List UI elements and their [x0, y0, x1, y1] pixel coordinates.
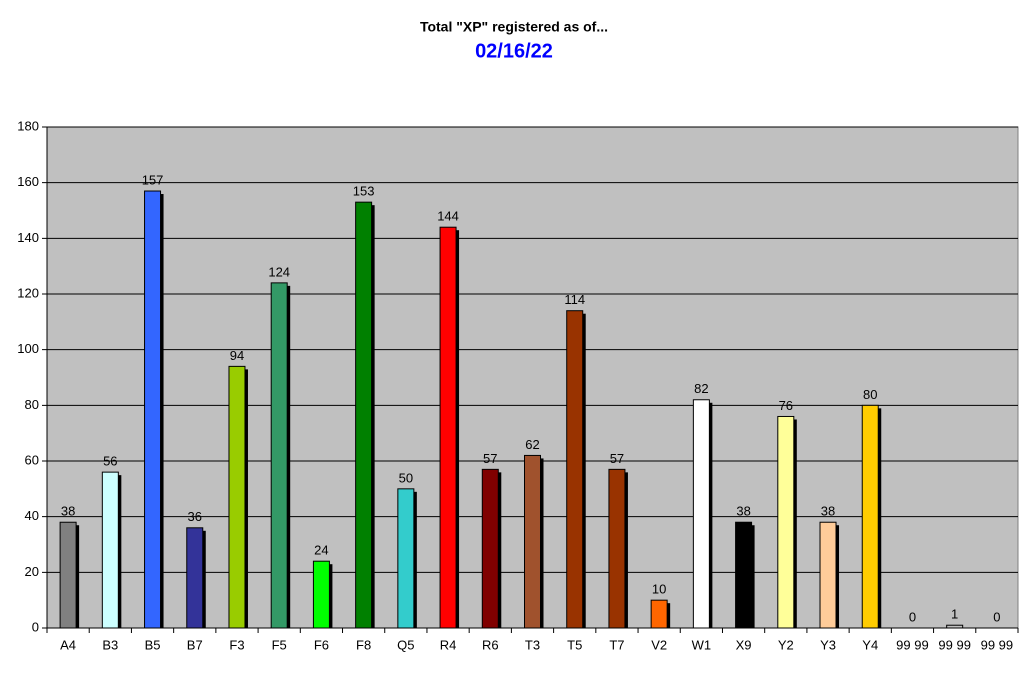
x-tick-label: F6	[314, 637, 329, 652]
value-label: 0	[993, 609, 1000, 624]
bar	[186, 527, 204, 629]
y-tick-label: 160	[17, 174, 39, 189]
y-tick-label: 100	[17, 341, 39, 356]
bar	[101, 471, 119, 629]
bar	[735, 521, 753, 629]
x-tick-label: 99 99	[896, 637, 929, 652]
x-tick-label: A4	[60, 637, 76, 652]
chart-subtitle: 02/16/22	[475, 40, 553, 62]
bar	[481, 468, 499, 629]
value-label: 0	[909, 609, 916, 624]
value-label: 24	[314, 543, 328, 558]
x-tick-label: B7	[187, 637, 203, 652]
x-tick-label: W1	[692, 637, 712, 652]
bar	[777, 415, 795, 629]
x-tick-label: Y4	[862, 637, 878, 652]
bar	[397, 488, 415, 629]
bar	[692, 399, 710, 629]
bar	[819, 521, 837, 629]
bar	[312, 560, 330, 629]
x-tick-label: T5	[567, 637, 582, 652]
x-tick-label: 99 99	[938, 637, 971, 652]
x-tick-label: B3	[102, 637, 118, 652]
bar	[228, 365, 246, 629]
value-label: 36	[188, 509, 202, 524]
bar	[524, 454, 541, 629]
x-tick-label: R4	[440, 637, 457, 652]
y-tick-label: 80	[25, 397, 39, 412]
value-label: 114	[564, 292, 585, 307]
x-tick-label: T7	[609, 637, 624, 652]
value-label: 144	[437, 209, 459, 224]
value-label: 82	[694, 381, 708, 396]
x-tick-label: F8	[356, 637, 371, 652]
x-tick-label: V2	[651, 637, 667, 652]
x-tick-label: X9	[736, 637, 752, 652]
bar	[270, 282, 288, 629]
bar	[566, 310, 584, 629]
value-label: 80	[863, 387, 877, 402]
y-tick-label: 40	[25, 508, 39, 523]
value-label: 38	[736, 504, 750, 519]
bar	[144, 190, 162, 629]
bar	[355, 201, 373, 629]
y-tick-label: 120	[17, 285, 39, 300]
y-tick-label: 60	[25, 452, 39, 467]
x-tick-label: T3	[525, 637, 540, 652]
value-label: 94	[230, 348, 244, 363]
value-label: 57	[483, 451, 497, 466]
value-label: 50	[399, 470, 413, 485]
x-tick-label: Y3	[820, 637, 836, 652]
y-tick-label: 140	[17, 230, 39, 245]
value-label: 57	[610, 451, 624, 466]
x-tick-label: B5	[145, 637, 161, 652]
value-label: 153	[353, 184, 375, 199]
bar	[59, 521, 77, 629]
y-tick-label: 180	[17, 118, 39, 133]
value-label: 124	[268, 264, 290, 279]
value-label: 1	[951, 607, 958, 622]
x-tick-label: Y2	[778, 637, 794, 652]
bar	[608, 468, 626, 629]
value-label: 38	[61, 504, 75, 519]
value-label: 10	[652, 582, 666, 597]
x-tick-label: R6	[482, 637, 499, 652]
bar	[861, 404, 879, 629]
value-label: 157	[142, 172, 164, 187]
x-tick-label: F5	[272, 637, 287, 652]
bar	[650, 599, 668, 629]
bar	[439, 226, 457, 629]
value-label: 62	[525, 437, 539, 452]
x-tick-label: Q5	[397, 637, 414, 652]
x-tick-label: 99 99	[981, 637, 1014, 652]
value-label: 38	[821, 504, 835, 519]
value-label: 76	[779, 398, 793, 413]
x-tick-label: F3	[229, 637, 244, 652]
y-tick-label: 20	[25, 564, 39, 579]
value-label: 56	[103, 454, 117, 469]
chart-title: Total "XP" registered as of...	[420, 19, 608, 35]
y-tick-label: 0	[32, 619, 39, 634]
